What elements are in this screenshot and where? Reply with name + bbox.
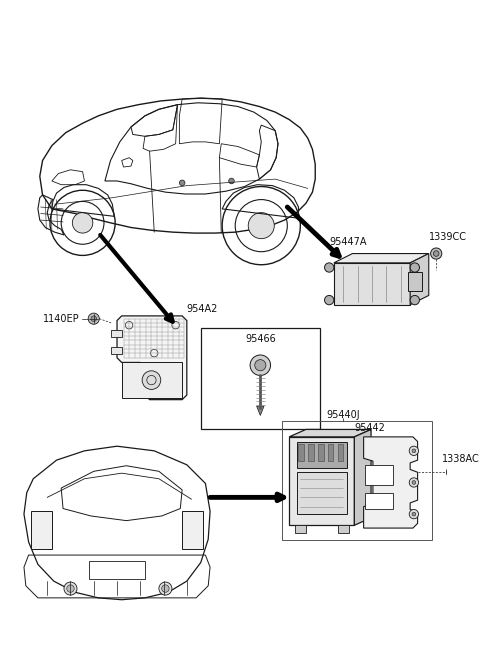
Circle shape [159, 582, 172, 595]
Bar [110, 346, 121, 354]
Circle shape [228, 178, 234, 184]
Circle shape [250, 355, 271, 375]
Polygon shape [289, 437, 354, 525]
Text: 954A2: 954A2 [187, 304, 218, 314]
Circle shape [88, 313, 99, 324]
Text: 95442: 95442 [354, 422, 385, 432]
Text: 1339CC: 1339CC [429, 232, 467, 242]
Polygon shape [334, 263, 410, 305]
Polygon shape [289, 430, 371, 437]
Bar [297, 472, 347, 514]
Circle shape [255, 359, 266, 371]
Circle shape [162, 585, 169, 592]
Bar [201, 328, 320, 428]
Text: 1140EP: 1140EP [43, 314, 79, 323]
Bar [308, 444, 314, 461]
Circle shape [446, 466, 459, 479]
Bar [408, 272, 422, 291]
Circle shape [410, 295, 420, 305]
Text: 95447A: 95447A [329, 237, 367, 247]
Bar [110, 330, 121, 337]
Circle shape [64, 582, 77, 595]
Bar [182, 511, 203, 548]
Bar [121, 362, 182, 398]
Bar [328, 444, 334, 461]
Bar [295, 525, 306, 533]
Circle shape [412, 449, 416, 453]
Bar [297, 441, 347, 468]
Bar [318, 444, 324, 461]
Circle shape [409, 510, 419, 519]
Circle shape [431, 248, 442, 259]
Bar [337, 444, 343, 461]
Bar [299, 444, 304, 461]
Circle shape [72, 213, 93, 233]
Circle shape [180, 180, 185, 186]
Polygon shape [257, 406, 264, 415]
Circle shape [409, 446, 419, 455]
Circle shape [450, 470, 456, 475]
Circle shape [142, 371, 161, 390]
Bar [337, 525, 349, 533]
Circle shape [412, 481, 416, 484]
Bar [282, 421, 432, 540]
Text: 1338AC: 1338AC [442, 454, 480, 464]
Bar [31, 511, 52, 548]
Text: 95440J: 95440J [326, 411, 360, 420]
Circle shape [248, 213, 274, 239]
Circle shape [324, 263, 334, 272]
Bar [365, 493, 394, 510]
Polygon shape [410, 254, 429, 305]
Circle shape [91, 316, 96, 321]
Circle shape [67, 585, 74, 592]
Bar [365, 465, 394, 485]
Polygon shape [364, 437, 418, 528]
Polygon shape [117, 316, 187, 400]
Polygon shape [334, 254, 429, 263]
Circle shape [412, 512, 416, 516]
Polygon shape [354, 430, 371, 525]
Circle shape [324, 295, 334, 305]
Circle shape [410, 263, 420, 272]
Circle shape [409, 478, 419, 487]
Text: 95466: 95466 [245, 334, 276, 344]
Circle shape [433, 251, 439, 256]
